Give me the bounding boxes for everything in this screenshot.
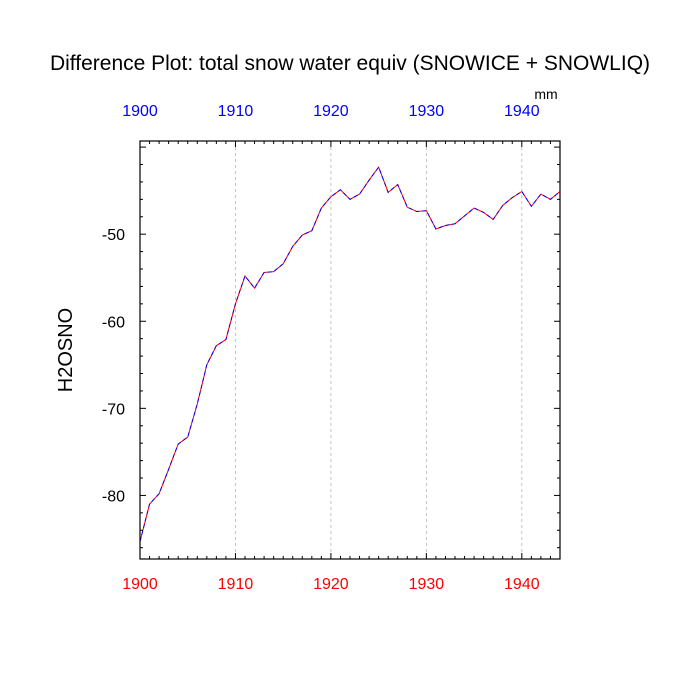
x-tick-label-bottom: 1900: [122, 576, 158, 593]
plot-frame: [139, 140, 561, 560]
tick-labels: 1900 1900 1910 1910 1920 1920 1930 1930 1940 1940…: [102, 103, 540, 593]
y-tick-label: -60: [102, 314, 125, 331]
y-axis-label: H2OSNO: [55, 308, 77, 392]
y-tick-label: -80: [102, 488, 125, 505]
y-tick-label: -70: [102, 401, 125, 418]
x-tick-label-top: 1920: [313, 103, 349, 120]
x-tick-label-top: 1940: [504, 103, 540, 120]
x-tick-label-bottom: 1930: [409, 576, 445, 593]
x-tick-label-top: 1910: [218, 103, 254, 120]
y-tick-label: -50: [102, 227, 125, 244]
x-tick-label-top: 1930: [409, 103, 445, 120]
chart-title: Difference Plot: total snow water equiv …: [50, 52, 650, 75]
grid-lines: [235, 141, 523, 559]
series-layer: [139, 166, 561, 542]
series-line-secondary: [139, 166, 561, 542]
x-tick-label-bottom: 1920: [313, 576, 349, 593]
series-line-primary: [139, 166, 561, 542]
units-label: mm: [534, 86, 557, 102]
x-tick-label-bottom: 1910: [218, 576, 254, 593]
x-tick-label-top: 1900: [122, 103, 158, 120]
x-tick-label-bottom: 1940: [504, 576, 540, 593]
axis-ticks: [139, 141, 561, 559]
